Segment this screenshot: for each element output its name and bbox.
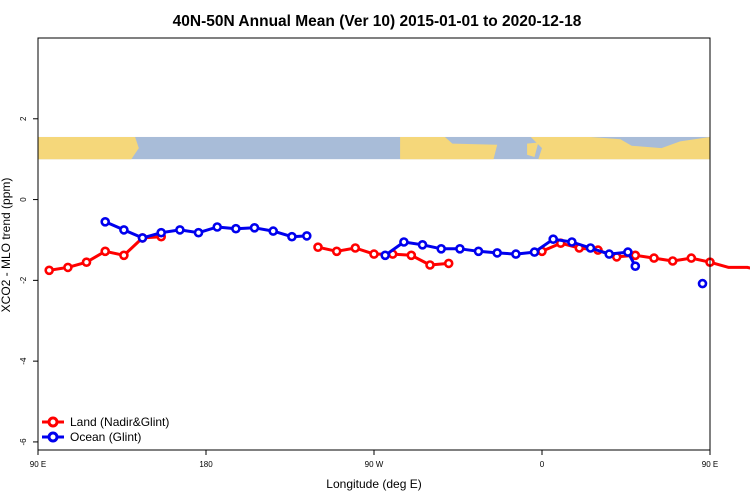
data-point xyxy=(193,227,204,238)
data-point xyxy=(137,233,148,243)
data-point xyxy=(350,243,361,253)
data-point xyxy=(425,260,435,270)
data-point xyxy=(313,242,323,252)
x-tick-label: 180 xyxy=(199,460,213,469)
data-point xyxy=(100,246,110,257)
data-point xyxy=(156,227,166,238)
data-point xyxy=(649,253,659,263)
data-point xyxy=(175,225,185,235)
data-point xyxy=(604,249,615,259)
data-point xyxy=(231,223,241,234)
data-point xyxy=(630,250,641,261)
plot-frame xyxy=(37,37,711,451)
y-tick-label: 0 xyxy=(19,197,28,202)
legend-label-ocean: Ocean (Glint) xyxy=(70,430,141,444)
data-point xyxy=(399,237,409,247)
map-band xyxy=(38,136,710,160)
y-tick-label: 2 xyxy=(19,116,28,121)
y-axis-label: XCO2 - MLO trend (ppm) xyxy=(0,178,13,313)
data-point xyxy=(369,249,379,259)
data-point xyxy=(697,278,708,289)
data-point xyxy=(417,240,428,250)
data-point xyxy=(623,247,633,257)
legend: Land (Nadir&Glint) Ocean (Glint) xyxy=(42,415,169,444)
data-point xyxy=(249,223,260,233)
data-point xyxy=(548,234,559,244)
legend-label-land: Land (Nadir&Glint) xyxy=(70,415,169,429)
data-point xyxy=(287,231,297,242)
series-ocean xyxy=(100,217,708,289)
y-tick-label: -6 xyxy=(19,438,28,446)
data-point xyxy=(44,265,55,276)
y-tick-label: -2 xyxy=(19,276,28,284)
data-point xyxy=(212,222,222,232)
data-point xyxy=(667,256,678,266)
data-point xyxy=(585,243,596,253)
map-land-3 xyxy=(527,142,539,157)
data-point xyxy=(119,250,129,261)
data-point xyxy=(268,226,279,236)
data-point xyxy=(686,253,697,263)
x-tick-label: 90 E xyxy=(30,460,46,469)
legend-marker-land xyxy=(47,416,59,428)
data-point xyxy=(406,250,417,261)
data-point xyxy=(455,244,465,254)
data-point xyxy=(630,261,641,272)
map-land-2 xyxy=(530,137,710,160)
data-point xyxy=(380,250,391,261)
data-point xyxy=(63,262,73,273)
map-land-1 xyxy=(400,137,498,160)
x-tick-label: 90 E xyxy=(702,460,718,469)
data-point xyxy=(81,257,92,268)
data-point xyxy=(331,246,342,257)
data-point xyxy=(492,248,503,258)
y-tick-label: -4 xyxy=(19,357,28,365)
series-land xyxy=(44,231,750,276)
data-point xyxy=(119,225,129,235)
data-point xyxy=(301,231,312,241)
data-point xyxy=(443,258,454,269)
data-point xyxy=(567,237,577,247)
x-axis-label: Longitude (deg E) xyxy=(326,477,421,491)
chart-title: 40N-50N Annual Mean (Ver 10) 2015-01-01 … xyxy=(173,13,582,30)
data-point xyxy=(473,246,484,257)
data-point xyxy=(511,249,521,259)
data-point xyxy=(529,247,540,257)
x-tick-label: 0 xyxy=(540,460,545,469)
data-point xyxy=(100,217,110,227)
legend-marker-ocean xyxy=(47,431,59,443)
data-point xyxy=(436,244,447,254)
x-tick-label: 90 W xyxy=(365,460,384,469)
map-land-0 xyxy=(38,137,139,160)
